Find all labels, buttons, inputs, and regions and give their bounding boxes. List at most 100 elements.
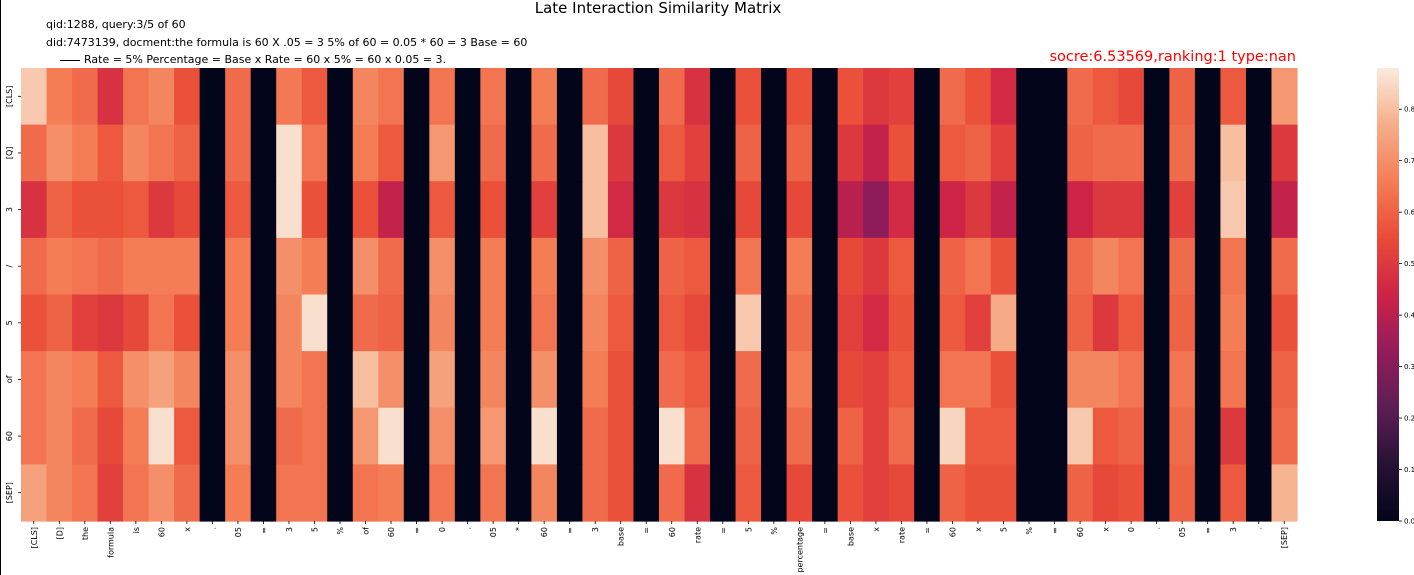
heatmap-cell (939, 294, 966, 352)
heatmap-cell (403, 181, 430, 239)
heatmap-cell (174, 124, 201, 182)
heatmap-cell (403, 351, 430, 409)
heatmap-cell (939, 237, 966, 296)
x-tick-label: [D] (55, 527, 64, 539)
heatmap-cell (965, 68, 992, 126)
heatmap-cell (454, 68, 481, 126)
heatmap-cell (1067, 124, 1094, 182)
heatmap-cell (327, 181, 354, 239)
doc-info: did:7473139, docment:the formula is 60 X… (46, 36, 528, 49)
doc-info-continued-text: Rate = 5% Percentage = Base x Rate = 60 … (84, 53, 447, 66)
heatmap-cell (429, 407, 456, 465)
heatmap-cell (1169, 464, 1196, 522)
heatmap-cell (1067, 68, 1094, 126)
x-tick-label: % (1025, 527, 1034, 535)
heatmap-cell (352, 237, 379, 296)
heatmap-cell (1041, 407, 1068, 465)
x-tick-label: = (923, 527, 932, 534)
heatmap-cell (888, 237, 915, 296)
heatmap-cell (505, 237, 532, 296)
heatmap-cell (1169, 68, 1196, 126)
heatmap-cell (556, 237, 584, 296)
heatmap-cell (276, 407, 303, 465)
colorbar-tick-label: 0.2 (1404, 415, 1414, 423)
heatmap-cell (888, 181, 915, 239)
heatmap-cell (276, 181, 303, 239)
heatmap-cell (1271, 294, 1298, 352)
heatmap-cell (403, 124, 430, 182)
heatmap-cell (123, 407, 150, 465)
heatmap-cell (812, 407, 839, 465)
heatmap-cell (199, 181, 226, 239)
heatmap-cell (301, 464, 328, 522)
heatmap-cell (352, 464, 379, 522)
heatmap-cell (403, 464, 430, 522)
heatmap-cell (812, 464, 839, 522)
heatmap-cell (710, 407, 737, 465)
heatmap-cell (123, 237, 150, 296)
heatmap-cell (863, 294, 890, 352)
heatmap-cell (633, 124, 660, 182)
heatmap-cell (123, 124, 150, 182)
heatmap-cell (786, 124, 813, 182)
heatmap-cell (1016, 407, 1043, 465)
heatmap-cell (1092, 464, 1119, 522)
heatmap-cell (1143, 124, 1170, 182)
heatmap-cell (480, 407, 507, 465)
heatmap-cell (225, 294, 252, 352)
heatmap-cell (837, 351, 864, 409)
heatmap-cell (225, 351, 252, 409)
heatmap-cell (684, 124, 711, 182)
heatmap-cell (378, 294, 405, 352)
heatmap-cell (250, 181, 277, 239)
heatmap-cell (582, 181, 609, 239)
heatmap-cell (1041, 181, 1068, 239)
heatmap-cell (1016, 464, 1043, 522)
y-tick-label: 5 (5, 320, 14, 325)
heatmap-cell (659, 351, 686, 409)
heatmap-cell (97, 181, 124, 239)
heatmap-cell (633, 464, 660, 522)
heatmap-cell (582, 68, 609, 126)
heatmap-cell (531, 464, 558, 522)
colorbar-tick-label: 0.6 (1404, 209, 1414, 217)
heatmap-cell (480, 294, 507, 352)
heatmap-cell (454, 464, 481, 522)
heatmap-cell (939, 351, 966, 409)
heatmap-cell (761, 294, 788, 352)
heatmap-cell (276, 68, 303, 126)
heatmap-cell (710, 181, 737, 239)
x-tick-label: [SEP] (1280, 527, 1289, 548)
heatmap-cell (1271, 124, 1298, 182)
heatmap-cell (250, 294, 277, 352)
heatmap-cell (1169, 181, 1196, 239)
x-tick-label: * (515, 527, 524, 531)
heatmap-cell (1041, 464, 1068, 522)
heatmap-cell (97, 68, 124, 126)
heatmap-cell (659, 68, 686, 126)
heatmap-cell (301, 68, 328, 126)
x-tick-label: 05 (489, 527, 498, 537)
heatmap-cell (939, 181, 966, 239)
heatmap-cell (1245, 237, 1273, 296)
x-tick-label: x (183, 527, 192, 532)
query-info: qid:1288, query:3/5 of 60 (46, 18, 186, 31)
x-tick-label: 3 (285, 527, 294, 532)
heatmap-cell (327, 351, 354, 409)
heatmap-cell (199, 351, 226, 409)
heatmap-cell (761, 68, 788, 126)
heatmap-cell (633, 237, 660, 296)
heatmap-cell (21, 181, 48, 239)
heatmap-cell (378, 464, 405, 522)
heatmap-cell (174, 237, 201, 296)
x-tick-label: = (1204, 527, 1213, 534)
heatmap-cell (1220, 351, 1247, 409)
heatmap-cell (1092, 237, 1119, 296)
x-tick-label: = (1051, 527, 1060, 534)
heatmap-cell (199, 464, 226, 522)
left-border (0, 0, 1, 575)
heatmap-cell (225, 237, 252, 296)
heatmap-cell (1067, 294, 1094, 352)
heatmap-cell (633, 181, 660, 239)
heatmap-cell (21, 294, 48, 352)
